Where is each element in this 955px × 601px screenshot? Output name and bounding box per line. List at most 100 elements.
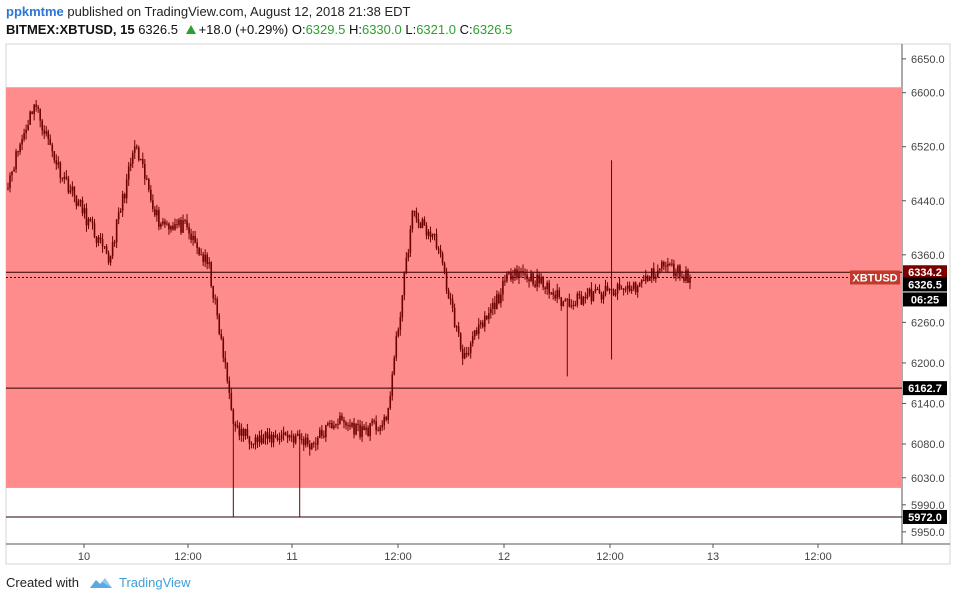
- candle-body: [522, 271, 524, 274]
- candle-body: [276, 436, 279, 440]
- candle-body: [55, 160, 58, 165]
- candle-body: [536, 274, 538, 287]
- close-label: C:: [459, 22, 473, 37]
- price-tick-label: 6200.0: [911, 358, 945, 370]
- candle-body: [214, 298, 217, 300]
- candle-body: [310, 442, 313, 450]
- candle-body: [152, 200, 154, 210]
- candle-body: [594, 289, 597, 292]
- candle-body: [256, 437, 259, 443]
- price-tick-label: 6650.0: [911, 54, 945, 66]
- candle-body: [294, 435, 297, 443]
- candle-body: [254, 437, 257, 445]
- candle-body: [683, 277, 685, 281]
- horizontal-lines[interactable]: [6, 271, 902, 518]
- candle-body: [232, 409, 235, 424]
- candle-body: [669, 263, 671, 265]
- candle-body: [172, 225, 174, 230]
- symbol-header: BITMEX:XBTUSD, 15 6326.5 +18.0 (+0.29%) …: [6, 22, 512, 37]
- candle-body: [111, 242, 114, 257]
- candle-body: [65, 176, 68, 179]
- candle-body: [268, 434, 271, 440]
- candle-body: [578, 293, 581, 296]
- candle-body: [630, 288, 633, 291]
- candle-body: [626, 285, 629, 289]
- candle-body: [679, 265, 681, 277]
- time-tick-label: 12:00: [596, 551, 624, 563]
- candle-body: [574, 304, 577, 306]
- tradingview-brand[interactable]: TradingView: [118, 575, 191, 590]
- last-price: 6326.5: [138, 22, 178, 37]
- candlestick-series: [7, 100, 691, 517]
- price-tick-label: 6440.0: [911, 196, 945, 208]
- candle-body: [435, 233, 438, 249]
- candle-body: [467, 353, 470, 355]
- candle-body: [562, 301, 565, 307]
- candle-body: [87, 218, 90, 226]
- symbol-tag-bg: [850, 270, 900, 285]
- close-value: 6326.5: [472, 22, 513, 37]
- resistance-zone[interactable]: [6, 87, 902, 488]
- candle-body: [315, 443, 317, 445]
- candle-body: [53, 151, 56, 161]
- candle-body: [222, 338, 225, 358]
- candle-body: [494, 302, 496, 310]
- candle-body: [85, 208, 88, 226]
- candle-body: [224, 357, 227, 363]
- candle-body: [685, 270, 687, 281]
- candle-body: [608, 288, 611, 291]
- candle-body: [371, 420, 373, 424]
- price-tick-label: 6360.0: [911, 250, 945, 262]
- price-tick-label: 6080.0: [911, 439, 945, 451]
- candle-body: [445, 272, 448, 291]
- price-tick-label: 6140.0: [911, 398, 945, 410]
- candle-body: [520, 271, 522, 273]
- candle-body: [107, 253, 110, 263]
- candle-body: [182, 220, 184, 233]
- candle-body: [178, 219, 180, 225]
- candle-body: [119, 210, 122, 213]
- candle-body: [345, 422, 347, 426]
- candle-body: [419, 223, 422, 228]
- candle-body: [548, 282, 550, 294]
- candle-body: [389, 396, 392, 409]
- candle-body: [162, 221, 164, 224]
- candle-body: [194, 235, 196, 243]
- author-name[interactable]: ppkmtme: [6, 4, 64, 19]
- candle-body: [329, 422, 331, 424]
- candle-body: [317, 437, 319, 445]
- candle-body: [675, 273, 677, 277]
- candle-body: [357, 423, 359, 425]
- candle-body: [401, 295, 404, 318]
- candle-body: [560, 297, 563, 307]
- candle-body: [592, 291, 595, 301]
- horizontal-line-price-label-bg: [903, 381, 947, 396]
- open-value: 6329.5: [305, 22, 346, 37]
- candle-body: [355, 423, 357, 435]
- candle-body: [347, 424, 349, 426]
- high-value: 6330.0: [361, 22, 402, 37]
- candle-body: [139, 158, 142, 161]
- candle-body: [101, 239, 104, 247]
- candle-body: [405, 257, 408, 272]
- price-axis: 6650.0 6600.0 6520.0 6440.0 6360.0 6260.0 6200…: [902, 54, 945, 539]
- candle-body: [91, 221, 94, 224]
- candle-body: [677, 265, 679, 274]
- candle-body: [144, 164, 146, 179]
- candle-body: [168, 223, 170, 230]
- candle-body: [606, 285, 609, 291]
- candle-body: [234, 423, 237, 427]
- candle-body: [640, 280, 643, 284]
- time-axis: 10 12:00 11 12:00 12 12:00 13 12:00: [78, 544, 832, 563]
- candle-body: [646, 276, 649, 281]
- candle-body: [127, 166, 130, 180]
- candle-body: [518, 271, 520, 278]
- tradingview-logo-icon: [89, 577, 112, 588]
- open-label: O:: [291, 22, 306, 37]
- candle-body: [133, 146, 136, 153]
- candle-body: [154, 209, 156, 216]
- candle-body: [192, 235, 194, 240]
- candle-body: [367, 427, 369, 437]
- candle-body: [327, 423, 329, 426]
